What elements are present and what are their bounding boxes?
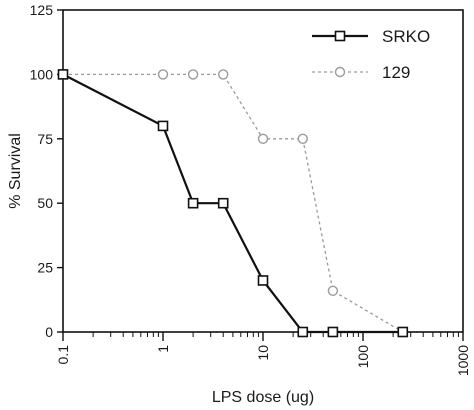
legend-label-srko: SRKO: [382, 27, 430, 46]
x-tick-label: 1000: [455, 345, 471, 376]
y-tick-label: 100: [30, 66, 54, 82]
x-tick-label: 100: [355, 345, 371, 369]
data-point-srko: [57, 69, 69, 80]
x-tick-label: 0.1: [55, 345, 71, 365]
y-axis-label: % Survival: [7, 133, 24, 209]
legend-label-129: 129: [382, 63, 410, 82]
data-point-srko: [187, 197, 199, 209]
data-point-srko: [217, 197, 229, 209]
x-tick-label: 10: [255, 345, 271, 361]
y-tick-label: 125: [30, 2, 54, 18]
data-point-129: [257, 133, 269, 145]
data-point-srko: [297, 326, 309, 338]
data-point-129: [187, 69, 199, 80]
legend-marker-srko: [334, 30, 346, 42]
data-point-129: [218, 69, 229, 80]
data-point-129: [327, 285, 339, 296]
y-tick-label: 75: [37, 131, 53, 147]
legend-marker-129: [334, 66, 346, 78]
series-line-srko: [62, 73, 403, 334]
series-line-129: [63, 73, 404, 333]
data-point-srko: [397, 326, 409, 338]
data-point-129: [297, 133, 308, 145]
y-tick-label: 25: [37, 260, 53, 276]
data-point-srko: [257, 275, 269, 286]
x-axis-label: LPS dose (ug): [212, 389, 314, 406]
data-point-srko: [157, 120, 169, 132]
y-tick-label: 50: [37, 195, 53, 211]
data-point-srko: [327, 326, 339, 338]
x-tick-label: 1: [155, 345, 171, 353]
y-tick-label: 0: [45, 324, 53, 340]
data-point-129: [157, 69, 169, 80]
